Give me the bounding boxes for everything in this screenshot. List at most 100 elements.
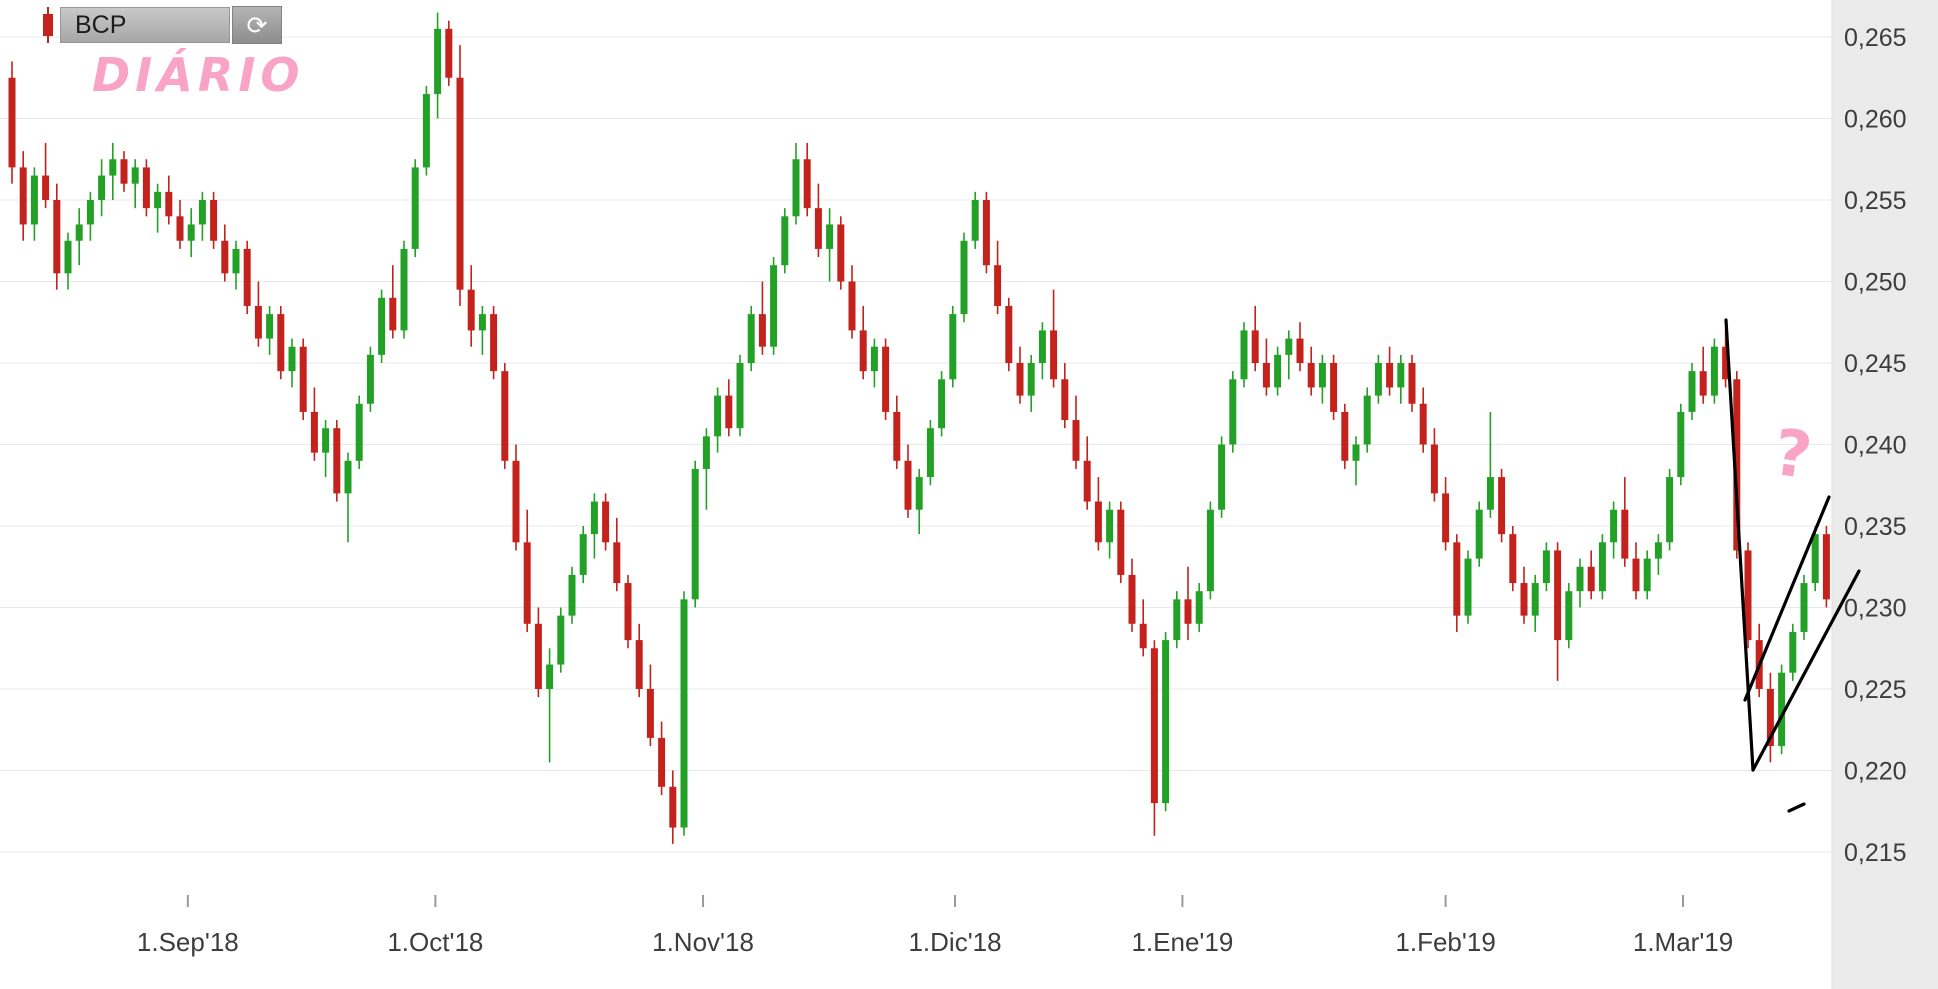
candle: [243, 240, 251, 315]
candle: [680, 591, 688, 836]
trend-line-annotation: [1751, 569, 1861, 772]
candle: [1128, 558, 1136, 632]
trend-line-annotation: [1743, 495, 1831, 702]
y-axis-label: 0,230: [1844, 595, 1907, 623]
candle: [658, 721, 666, 795]
candle: [333, 420, 341, 502]
candle: [1666, 468, 1674, 551]
y-axis-label: 0,215: [1844, 839, 1907, 867]
candle: [1184, 566, 1192, 641]
x-axis-label: 1.Ene'19: [1131, 927, 1233, 957]
candle: [1206, 501, 1214, 600]
candle: [1106, 501, 1114, 559]
candle: [512, 444, 520, 551]
candle: [1554, 542, 1562, 681]
candle: [691, 460, 699, 608]
candle: [926, 420, 934, 486]
candle: [1240, 322, 1248, 388]
candle: [1083, 436, 1091, 510]
candle: [1587, 550, 1595, 600]
candle: [1363, 387, 1371, 453]
candle: [1318, 354, 1326, 404]
candle: [613, 517, 621, 592]
candle: [1654, 534, 1662, 575]
candle: [501, 363, 509, 469]
candle: [747, 305, 755, 372]
candle: [120, 151, 128, 192]
candle: [736, 354, 744, 437]
candle: [590, 493, 598, 559]
candle: [75, 208, 83, 266]
candle: [1150, 640, 1158, 836]
candle: [1307, 346, 1315, 396]
candle: [310, 387, 318, 461]
candle: [826, 208, 834, 282]
candle: [389, 265, 397, 339]
candle: [1408, 354, 1416, 412]
candle: [1531, 574, 1539, 632]
candle: [546, 648, 554, 763]
candle: [1632, 542, 1640, 600]
candle: [422, 85, 430, 176]
candle: [1475, 501, 1483, 567]
symbol-selector[interactable]: BCP: [60, 7, 230, 43]
candle: [1341, 403, 1349, 469]
candle: [960, 232, 968, 323]
candle: [1173, 591, 1181, 649]
candle: [1677, 403, 1685, 486]
refresh-icon: ⟳: [246, 10, 268, 40]
candle: [1397, 354, 1405, 404]
candle: [355, 395, 363, 469]
candle: [1811, 526, 1819, 592]
candle: [1699, 346, 1707, 404]
candle: [1195, 583, 1203, 632]
candle: [870, 338, 878, 388]
candle: [456, 45, 464, 306]
y-axis-label: 0,255: [1844, 187, 1907, 215]
y-axis-label: 0,225: [1844, 676, 1907, 704]
candle: [1643, 550, 1651, 600]
candle: [938, 371, 946, 437]
candle: [949, 305, 957, 388]
candle: [915, 468, 923, 535]
candle: [1565, 583, 1573, 649]
candle: [1027, 354, 1035, 412]
x-axis-label: 1.Dic'18: [908, 927, 1001, 957]
candle: [400, 240, 408, 339]
candle: [467, 265, 475, 347]
candle: [1430, 428, 1438, 502]
trend-line-annotation: [1787, 802, 1806, 813]
candle: [1576, 558, 1584, 608]
candle: [64, 232, 72, 290]
candle: [1822, 526, 1830, 608]
refresh-button[interactable]: ⟳: [232, 6, 282, 44]
candlestick-icon: [43, 7, 53, 43]
candle: [1520, 566, 1528, 624]
candle: [86, 191, 94, 241]
candle: [758, 281, 766, 355]
price-axis-panel: [1832, 0, 1938, 989]
candle: [1789, 623, 1797, 681]
candle: [154, 183, 162, 233]
candle: [1005, 297, 1013, 372]
candle: [1218, 436, 1226, 518]
candle: [1139, 599, 1147, 657]
candle: [982, 191, 990, 274]
candle: [1072, 395, 1080, 469]
candle: [1352, 436, 1360, 486]
candle: [893, 395, 901, 469]
candle: [579, 526, 587, 584]
candle: [714, 387, 722, 453]
candle: [624, 574, 632, 649]
x-axis-label: 1.Nov'18: [652, 927, 754, 957]
candle: [1296, 322, 1304, 372]
candle: [803, 142, 811, 217]
candle: [1733, 371, 1741, 559]
candle: [859, 305, 867, 380]
candle: [725, 379, 733, 437]
candle: [378, 289, 386, 363]
candle: [1016, 346, 1024, 404]
candle: [1374, 354, 1382, 404]
candle: [490, 305, 498, 380]
